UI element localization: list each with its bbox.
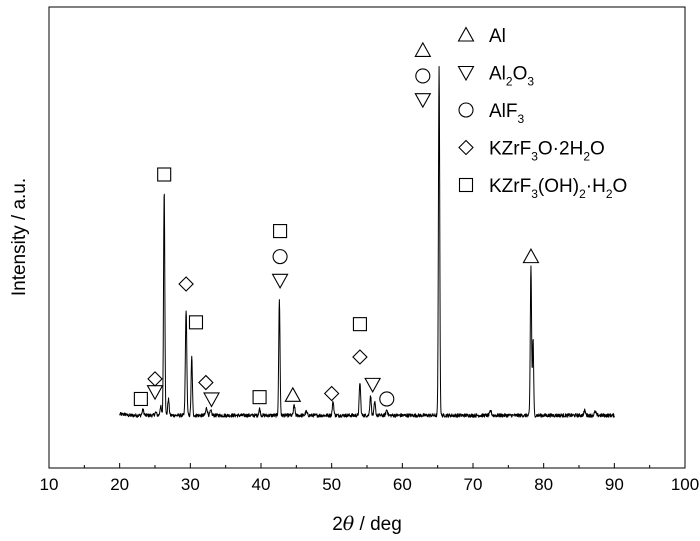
x-tick-label-40: 40 xyxy=(252,475,271,494)
annotation-diamond-4 xyxy=(178,276,194,292)
annotation-triangle-down-16 xyxy=(364,377,382,394)
annotation-triangle-up-12 xyxy=(284,386,302,402)
legend-label-3: KZrF3O·2H2O xyxy=(489,139,605,164)
x-axis-ticks: 10 20 30 40 50 60 70 80 90 100 xyxy=(40,463,699,494)
legend-text-part: 2 xyxy=(583,150,590,164)
legend-text-part: 3 xyxy=(518,112,525,126)
annotation-square-9 xyxy=(273,224,288,239)
x-tick-label-60: 60 xyxy=(393,475,412,494)
peak-annotations xyxy=(133,41,540,408)
annotation-circle-10 xyxy=(272,249,288,265)
legend-text-part: 2 xyxy=(579,187,586,201)
x-tick-label-90: 90 xyxy=(605,475,624,494)
legend-text-part: O·2H xyxy=(538,139,583,160)
y-axis-title: Intensity / a.u. xyxy=(9,178,30,296)
annotation-triangle-down-7 xyxy=(203,392,220,408)
legend-text-part: O xyxy=(513,64,528,85)
x-tick-label-50: 50 xyxy=(322,475,341,494)
legend-text-part: KZrF xyxy=(489,176,531,197)
x-tick-label-30: 30 xyxy=(181,475,200,494)
legend-marker-square xyxy=(458,177,474,193)
legend-text-part: KZrF xyxy=(489,139,531,160)
legend-label-4: KZrF3(OH)2·H2O xyxy=(489,176,627,201)
legend-text-part: (OH) xyxy=(538,176,579,197)
x-tick-label-20: 20 xyxy=(110,475,129,494)
x-tick-label-80: 80 xyxy=(534,475,553,494)
annotation-square-14 xyxy=(352,317,367,332)
series-layer xyxy=(119,65,615,418)
annotation-square-8 xyxy=(252,390,267,405)
x-axis-title: 2θ / deg xyxy=(332,513,402,535)
plot-frame xyxy=(48,6,686,469)
legend-marker-circle xyxy=(458,102,474,118)
x-tick-label-10: 10 xyxy=(40,475,59,494)
legend-text-part: 2 xyxy=(506,75,513,89)
legend-text-part: ·H xyxy=(586,176,606,197)
legend-marker-triangle-down xyxy=(457,65,475,82)
legend-text-part: O xyxy=(590,139,605,160)
annotation-triangle-down-11 xyxy=(271,273,289,289)
x-tick-label-100: 100 xyxy=(671,475,699,494)
annotation-diamond-15 xyxy=(352,349,368,365)
annotation-triangle-down-20 xyxy=(414,93,432,109)
legend-text-part: 3 xyxy=(531,187,538,201)
legend-text-part: Al xyxy=(489,26,506,47)
legend-marker-triangle-up xyxy=(457,26,475,42)
legend-text-part: 2 xyxy=(606,187,613,201)
annotation-square-0 xyxy=(133,391,148,407)
annotation-triangle-down-2 xyxy=(146,385,164,401)
annotation-circle-17 xyxy=(379,391,395,407)
legend-label-2: AlF3 xyxy=(489,101,525,126)
legend-text-part: AlF xyxy=(489,101,518,122)
annotation-square-5 xyxy=(188,315,204,330)
annotation-diamond-13 xyxy=(323,385,340,402)
annotation-triangle-up-18 xyxy=(414,41,432,57)
annotation-diamond-6 xyxy=(198,374,214,391)
legend-text-part: 3 xyxy=(531,150,538,164)
x-tick-label-70: 70 xyxy=(464,475,483,494)
plot-area xyxy=(48,6,686,469)
legend-label-0: Al xyxy=(489,26,506,47)
annotation-circle-19 xyxy=(415,68,431,84)
annotation-square-3 xyxy=(157,167,172,182)
legend-label-1: Al2O3 xyxy=(489,64,534,89)
legend-marker-diamond xyxy=(458,139,474,156)
annotation-diamond-1 xyxy=(147,371,163,387)
annotation-triangle-up-21 xyxy=(522,247,540,264)
series-line-0 xyxy=(119,65,615,418)
legend-text-part: O xyxy=(613,176,628,197)
legend-text-part: 3 xyxy=(527,75,534,89)
legend-text-part: Al xyxy=(489,64,506,85)
